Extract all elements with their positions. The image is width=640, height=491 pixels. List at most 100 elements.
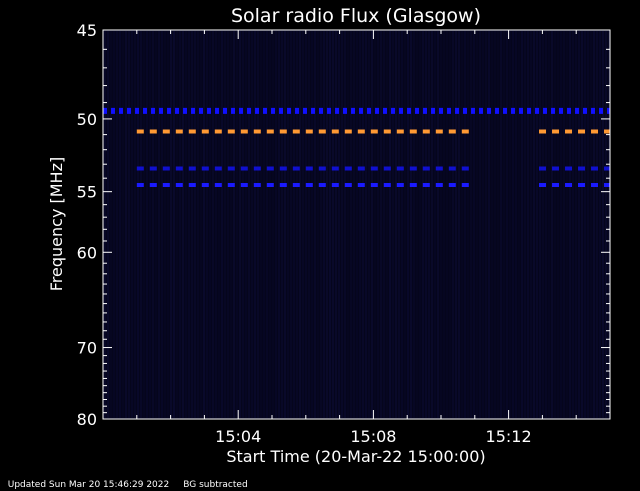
texture-column (203, 31, 205, 418)
texture-column (482, 31, 484, 418)
texture-column (182, 31, 184, 418)
plot-frame (102, 29, 611, 420)
texture-column (143, 31, 145, 418)
texture-column (281, 31, 283, 418)
updated-timestamp: Updated Sun Mar 20 15:46:29 2022 (7, 480, 170, 490)
texture-column (275, 31, 277, 418)
texture-column (464, 31, 466, 418)
texture-column (260, 31, 262, 418)
texture-column (467, 31, 469, 418)
y-axis-label: Frequency [MHz] (47, 157, 66, 291)
texture-column (248, 31, 250, 418)
texture-column (221, 31, 223, 418)
texture-column (293, 31, 295, 418)
texture-column (110, 31, 112, 418)
texture-column (329, 31, 331, 418)
texture-column (521, 31, 523, 418)
texture-column (446, 31, 448, 418)
texture-column (353, 31, 355, 418)
texture-column (410, 31, 412, 418)
texture-column (545, 31, 547, 418)
texture-column (140, 31, 142, 418)
texture-column (503, 31, 505, 418)
texture-column (266, 31, 268, 418)
emission-bands (103, 107, 610, 187)
chart-title: Solar radio Flux (Glasgow) (231, 5, 481, 27)
texture-column (302, 31, 304, 418)
texture-column (377, 31, 379, 418)
texture-column (200, 31, 202, 418)
texture-column (428, 31, 430, 418)
texture-column (287, 31, 289, 418)
texture-column (113, 31, 115, 418)
texture-column (479, 31, 481, 418)
texture-column (131, 31, 133, 418)
texture-column (338, 31, 340, 418)
texture-column (233, 31, 235, 418)
texture-column (599, 31, 601, 418)
texture-column (488, 31, 490, 418)
texture-column (119, 31, 121, 418)
texture-column (146, 31, 148, 418)
texture-column (461, 31, 463, 418)
texture-column (173, 31, 175, 418)
texture-column (533, 31, 535, 418)
texture-column (245, 31, 247, 418)
texture-column (188, 31, 190, 418)
texture-column (413, 31, 415, 418)
spectrogram-texture (104, 31, 610, 418)
texture-column (509, 31, 511, 418)
texture-column (230, 31, 232, 418)
texture-column (515, 31, 517, 418)
texture-column (527, 31, 529, 418)
texture-column (536, 31, 538, 418)
texture-column (239, 31, 241, 418)
texture-column (452, 31, 454, 418)
texture-column (179, 31, 181, 418)
texture-column (476, 31, 478, 418)
texture-column (191, 31, 193, 418)
texture-column (380, 31, 382, 418)
texture-column (563, 31, 565, 418)
texture-column (224, 31, 226, 418)
texture-column (185, 31, 187, 418)
texture-column (497, 31, 499, 418)
texture-column (422, 31, 424, 418)
texture-column (251, 31, 253, 418)
texture-column (434, 31, 436, 418)
texture-column (557, 31, 559, 418)
texture-column (494, 31, 496, 418)
x-axis-label: Start Time (20-Mar-22 15:00:00) (226, 447, 485, 466)
texture-column (581, 31, 583, 418)
texture-column (209, 31, 211, 418)
texture-column (164, 31, 166, 418)
texture-column (149, 31, 151, 418)
texture-column (572, 31, 574, 418)
texture-column (272, 31, 274, 418)
texture-column (158, 31, 160, 418)
y-tick-label: 80 (77, 410, 97, 429)
texture-column (443, 31, 445, 418)
texture-column (374, 31, 376, 418)
texture-column (104, 31, 106, 418)
texture-column (305, 31, 307, 418)
texture-column (407, 31, 409, 418)
texture-column (560, 31, 562, 418)
texture-column (554, 31, 556, 418)
texture-column (392, 31, 394, 418)
texture-column (299, 31, 301, 418)
texture-column (170, 31, 172, 418)
texture-column (416, 31, 418, 418)
texture-column (449, 31, 451, 418)
texture-column (227, 31, 229, 418)
texture-column (296, 31, 298, 418)
texture-column (566, 31, 568, 418)
texture-column (284, 31, 286, 418)
texture-column (419, 31, 421, 418)
texture-column (128, 31, 130, 418)
bg-note: BG subtracted (183, 480, 248, 490)
texture-column (269, 31, 271, 418)
texture-column (389, 31, 391, 418)
texture-column (137, 31, 139, 418)
texture-column (218, 31, 220, 418)
